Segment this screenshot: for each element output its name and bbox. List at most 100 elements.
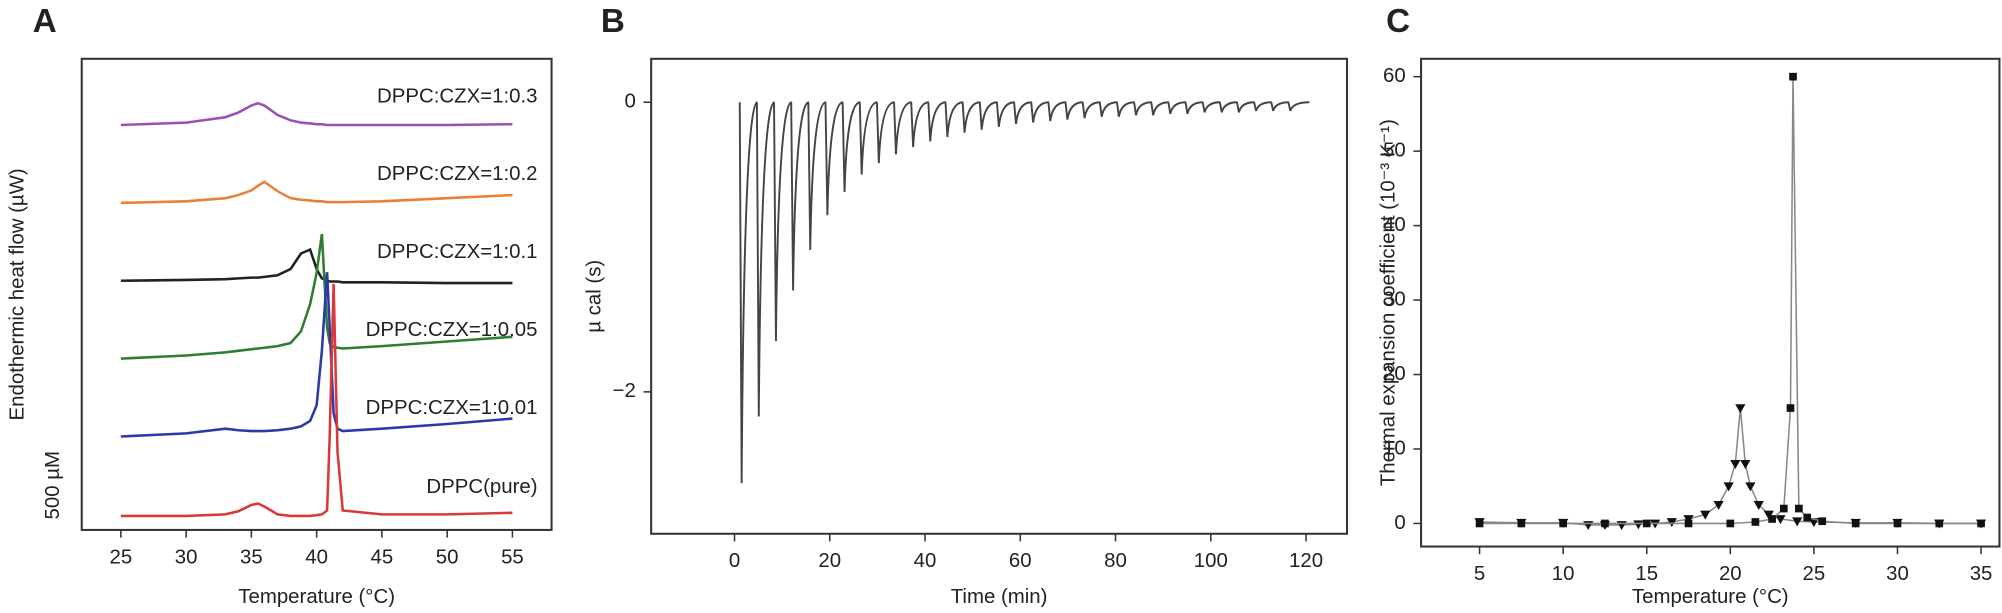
y-tick-label: 0 bbox=[624, 91, 635, 113]
y-tick-label: 20 bbox=[1383, 363, 1406, 385]
injection-peak bbox=[1167, 101, 1187, 115]
y-tick-label: 30 bbox=[1383, 288, 1406, 310]
injection-peak bbox=[978, 101, 998, 130]
panel-label: B bbox=[601, 3, 625, 40]
x-tick-label: 0 bbox=[729, 550, 740, 572]
injection-peak bbox=[858, 101, 878, 175]
injection-peak bbox=[995, 101, 1015, 127]
x-tick-label: 30 bbox=[1886, 563, 1909, 585]
injection-peak bbox=[875, 101, 895, 164]
injection-peak bbox=[910, 101, 930, 148]
marker bbox=[1726, 519, 1735, 528]
marker bbox=[1775, 515, 1786, 525]
marker bbox=[1666, 518, 1677, 528]
injection-peak bbox=[1098, 101, 1118, 117]
marker bbox=[1633, 520, 1644, 530]
injection-peak bbox=[1013, 101, 1032, 125]
y-tick-label: 60 bbox=[1383, 65, 1406, 87]
y-axis-label: Thermal expansion coefficient (10⁻³ K⁻¹) bbox=[1378, 119, 1400, 486]
y-tick-label: 50 bbox=[1383, 140, 1406, 162]
injection-peak bbox=[1236, 101, 1255, 113]
panel-label: C bbox=[1386, 3, 1410, 40]
marker bbox=[1740, 460, 1751, 469]
series-line bbox=[1479, 76, 1982, 525]
plot-frame bbox=[650, 57, 1349, 535]
injection-peak bbox=[1218, 101, 1238, 113]
marker bbox=[1723, 482, 1734, 492]
injection-peak bbox=[1270, 101, 1289, 112]
marker bbox=[1779, 504, 1788, 513]
plot-frame bbox=[80, 57, 553, 531]
injection-peak bbox=[1064, 101, 1084, 120]
marker bbox=[1768, 515, 1776, 523]
marker bbox=[1935, 519, 1944, 528]
injection-peak bbox=[1184, 101, 1204, 115]
x-tick-label: 25 bbox=[1803, 563, 1826, 585]
series-line bbox=[120, 283, 513, 518]
series-line bbox=[120, 247, 513, 285]
injection-peak bbox=[1116, 101, 1135, 117]
injection-peak bbox=[961, 101, 981, 133]
series-label: DPPC:CZX=1:0.3 bbox=[377, 85, 537, 107]
series-label: DPPC:CZX=1:0.1 bbox=[377, 241, 537, 263]
series-label: DPPC(pure) bbox=[426, 476, 537, 498]
x-axis-label: Time (min) bbox=[951, 586, 1048, 608]
injection-peak bbox=[1201, 101, 1221, 113]
y-tick-label: 40 bbox=[1383, 214, 1406, 236]
y-tick-label: −2 bbox=[613, 380, 636, 402]
injection-peak bbox=[807, 101, 827, 250]
injection-peak bbox=[893, 101, 912, 155]
marker bbox=[1601, 519, 1609, 528]
x-tick-label: 30 bbox=[175, 546, 198, 568]
marker bbox=[1713, 501, 1724, 510]
marker bbox=[1684, 519, 1693, 528]
injection-peak bbox=[1253, 101, 1272, 112]
x-tick-label: 45 bbox=[371, 546, 394, 568]
marker bbox=[1803, 513, 1812, 522]
marker bbox=[1977, 519, 1985, 528]
marker bbox=[1642, 519, 1651, 528]
plot-frame bbox=[1420, 57, 2001, 548]
series-label: DPPC:CZX=1:0.2 bbox=[377, 163, 537, 185]
marker bbox=[1851, 519, 1860, 528]
x-tick-label: 120 bbox=[1289, 550, 1323, 572]
marker bbox=[1792, 517, 1803, 527]
x-tick-label: 5 bbox=[1474, 563, 1485, 585]
x-tick-label: 35 bbox=[1970, 563, 1993, 585]
marker bbox=[1893, 519, 1902, 528]
x-tick-label: 40 bbox=[914, 550, 937, 572]
marker bbox=[1559, 519, 1567, 528]
panel-label: A bbox=[33, 3, 57, 40]
injection-peak bbox=[1030, 101, 1049, 123]
marker bbox=[1789, 72, 1797, 81]
scale-label: 500 µM bbox=[42, 451, 64, 519]
y-tick-label: 10 bbox=[1383, 437, 1406, 459]
x-axis-label: Temperature (°C) bbox=[238, 586, 395, 608]
marker bbox=[1475, 519, 1484, 528]
series-label: DPPC:CZX=1:0.05 bbox=[366, 319, 538, 341]
x-tick-label: 100 bbox=[1194, 550, 1228, 572]
marker bbox=[1786, 404, 1795, 412]
marker bbox=[1735, 404, 1746, 414]
x-tick-label: 20 bbox=[818, 550, 841, 572]
injection-peak bbox=[927, 101, 947, 142]
x-tick-label: 80 bbox=[1104, 550, 1127, 572]
series-line bbox=[120, 233, 513, 360]
marker bbox=[1751, 518, 1760, 526]
x-tick-label: 10 bbox=[1552, 563, 1575, 585]
injection-peak bbox=[824, 101, 844, 216]
injection-peak bbox=[773, 101, 793, 342]
marker bbox=[1745, 482, 1756, 492]
injection-peak bbox=[1047, 101, 1067, 122]
y-tick-label: 0 bbox=[1394, 512, 1405, 534]
injection-peak bbox=[944, 101, 964, 138]
x-tick-label: 15 bbox=[1635, 563, 1658, 585]
x-tick-label: 25 bbox=[110, 546, 133, 568]
x-tick-label: 50 bbox=[436, 546, 459, 568]
x-tick-label: 35 bbox=[240, 546, 263, 568]
series-line bbox=[120, 180, 513, 205]
injection-peak bbox=[1150, 101, 1169, 116]
x-tick-label: 60 bbox=[1009, 550, 1032, 572]
injection-peak bbox=[738, 101, 758, 484]
